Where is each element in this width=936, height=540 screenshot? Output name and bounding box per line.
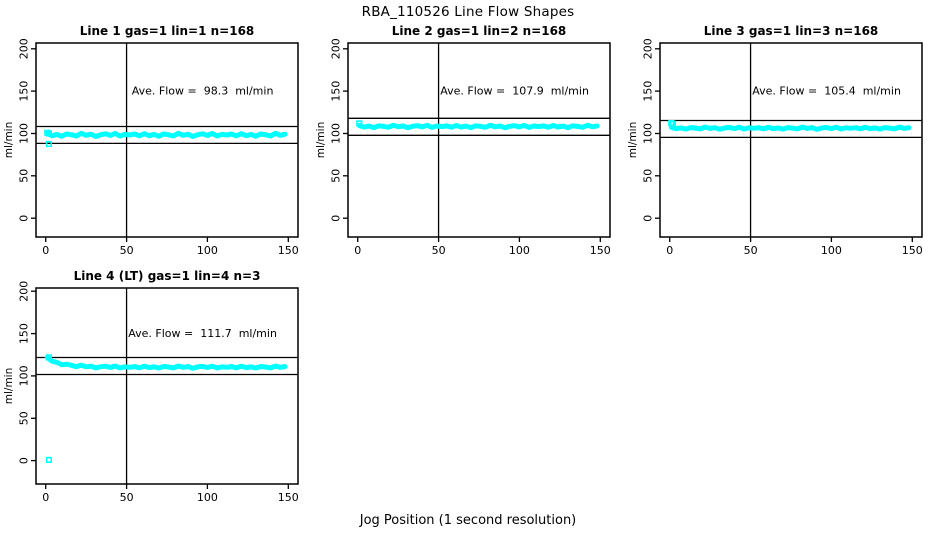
x-tick-label: 100 [509, 244, 530, 257]
ave-flow-annotation: Ave. Flow = 107.9 ml/min [440, 85, 589, 98]
subplot-line-4: 0 50 100 150 0 50 100 150 200 ml/min Line 4 (LT) g… [3, 269, 299, 504]
subplot-title: Line 4 (LT) gas=1 lin=4 n=3 [74, 269, 261, 283]
x-tick-label: 150 [590, 244, 611, 257]
data-point [45, 130, 52, 137]
x-axis-label: Jog Position (1 second resolution) [359, 513, 577, 528]
y-tick-label: 100 [18, 123, 31, 144]
y-tick-label: 50 [18, 169, 31, 183]
y-tick-label: 200 [18, 38, 31, 59]
y-tick-label: 150 [18, 323, 31, 344]
plot-box [35, 287, 299, 485]
subplot-line-3: 0 50 100 150 0 50 100 150 200 ml/min Line 3 gas=1 … [627, 24, 923, 257]
y-tick-label: 200 [330, 38, 343, 59]
data-point [45, 456, 52, 464]
x-tick-label: 100 [197, 491, 218, 504]
x-tick-label: 0 [354, 244, 361, 257]
y-tick-label: 100 [18, 365, 31, 386]
data-point [669, 120, 676, 127]
subplot-line-2: 0 50 100 150 0 50 100 150 200 ml/min Line 2 gas=1 … [315, 24, 611, 257]
x-tick-label: 100 [821, 244, 842, 257]
data-point [45, 140, 52, 148]
ave-flow-annotation: Ave. Flow = 98.3 ml/min [132, 85, 274, 98]
y-tick-label: 0 [642, 215, 655, 222]
y-axis-label: ml/min [3, 368, 15, 404]
ave-flow-annotation: Ave. Flow = 111.7 ml/min [128, 327, 277, 340]
flow-data-band [356, 122, 600, 131]
flow-data-band [44, 355, 288, 371]
data-point [45, 354, 52, 361]
figure-title: RBA_110526 Line Flow Shapes [361, 4, 575, 20]
x-tick-label: 150 [278, 491, 299, 504]
y-tick-label: 50 [18, 411, 31, 425]
x-tick-label: 50 [120, 491, 134, 504]
y-axis-label: ml/min [315, 122, 327, 158]
x-tick-label: 150 [278, 244, 299, 257]
y-axis-label: ml/min [627, 122, 639, 158]
y-axis-label: ml/min [3, 122, 15, 158]
x-tick-label: 50 [744, 244, 758, 257]
x-tick-label: 50 [120, 244, 134, 257]
y-tick-label: 100 [330, 123, 343, 144]
plot-box [347, 42, 611, 238]
ave-flow-annotation: Ave. Flow = 105.4 ml/min [752, 85, 901, 98]
y-tick-label: 150 [642, 81, 655, 102]
x-tick-label: 100 [197, 244, 218, 257]
x-tick-label: 0 [666, 244, 673, 257]
data-point [356, 120, 363, 127]
subplot-title: Line 2 gas=1 lin=2 n=168 [392, 24, 567, 38]
y-tick-label: 50 [642, 169, 655, 183]
x-tick-label: 0 [42, 244, 49, 257]
flow-data-band [44, 130, 288, 139]
y-tick-label: 200 [642, 38, 655, 59]
y-tick-label: 50 [330, 169, 343, 183]
y-tick-label: 0 [18, 215, 31, 222]
y-tick-label: 0 [330, 215, 343, 222]
plot-box [659, 42, 923, 238]
y-tick-label: 0 [18, 457, 31, 464]
y-tick-label: 150 [18, 81, 31, 102]
x-tick-label: 150 [902, 244, 923, 257]
y-tick-label: 200 [18, 281, 31, 302]
x-tick-label: 0 [42, 491, 49, 504]
flow-data-band [668, 124, 912, 132]
subplot-title: Line 1 gas=1 lin=1 n=168 [80, 24, 255, 38]
y-tick-label: 100 [642, 123, 655, 144]
x-tick-label: 50 [432, 244, 446, 257]
y-tick-label: 150 [330, 81, 343, 102]
plot-box [35, 42, 299, 238]
subplot-title: Line 3 gas=1 lin=3 n=168 [704, 24, 879, 38]
subplot-line-1: 0 50 100 150 0 50 100 150 200 ml/min Line 1 gas=1 … [3, 24, 299, 257]
